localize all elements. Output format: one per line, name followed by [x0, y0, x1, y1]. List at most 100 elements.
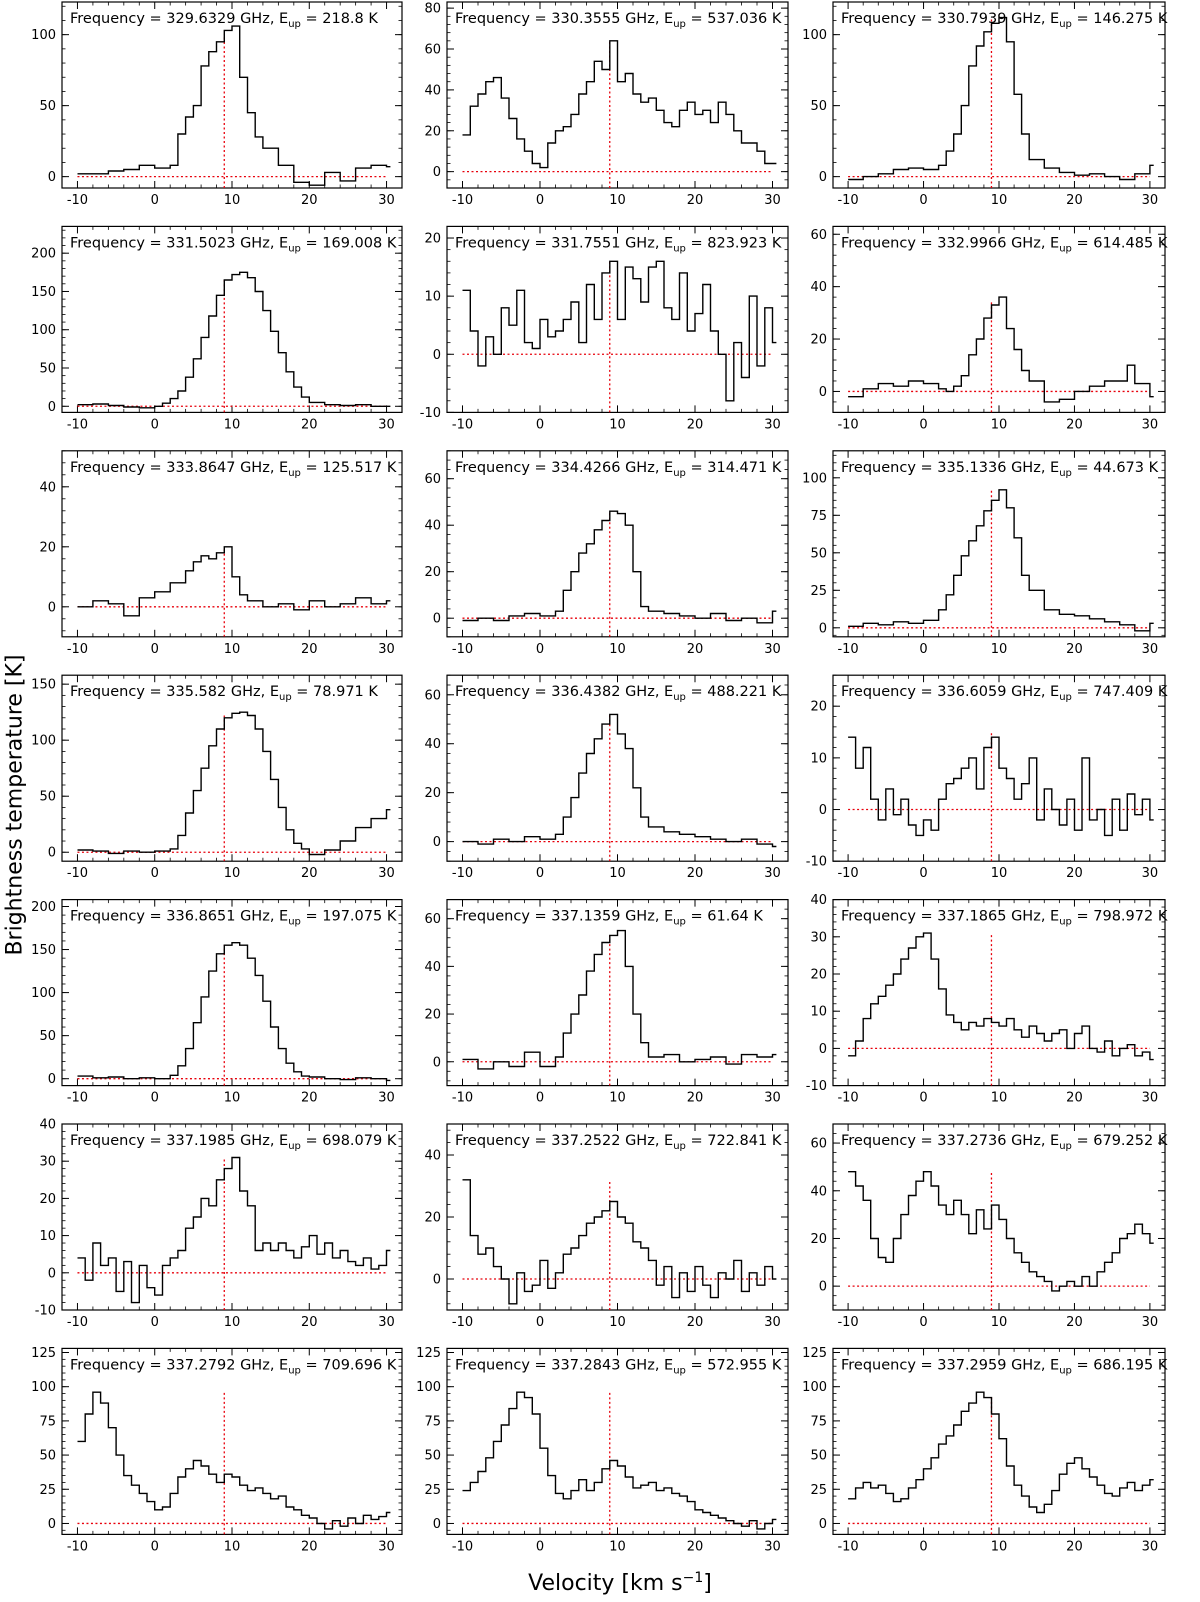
y-tick-label: 100 — [31, 1380, 56, 1395]
panel-title-subscript: up — [1059, 917, 1072, 928]
panel-title-energy: = 218.8 K — [301, 11, 378, 27]
panel-title-frequency: Frequency = 337.2959 GHz, E — [841, 1357, 1059, 1373]
y-tick-label: 75 — [39, 1414, 56, 1429]
panel-title-frequency: Frequency = 330.3555 GHz, E — [455, 11, 673, 27]
panel-title-energy: = 488.221 K — [686, 684, 782, 700]
x-tick-label: 20 — [301, 642, 318, 657]
x-tick-label: -10 — [67, 193, 88, 208]
y-tick-label: 100 — [802, 471, 827, 486]
spectrum-line — [848, 736, 1154, 837]
panel-title-frequency: Frequency = 337.1359 GHz, E — [455, 909, 673, 925]
x-tick-label: -10 — [837, 866, 858, 881]
x-tick-label: -10 — [67, 1315, 88, 1330]
panel-title-frequency: Frequency = 337.2736 GHz, E — [841, 1133, 1059, 1149]
panel-title-frequency: Frequency = 337.2522 GHz, E — [455, 1133, 673, 1149]
y-tick-label: 50 — [810, 99, 827, 114]
y-tick-label: 80 — [424, 2, 441, 17]
y-tick-label: 50 — [39, 790, 56, 805]
y-tick-label: 125 — [416, 1346, 441, 1361]
y-tick-label: 100 — [31, 323, 56, 338]
y-tick-label: 0 — [819, 621, 827, 636]
y-tick-label: 125 — [31, 1346, 56, 1361]
panel-title: Frequency = 329.6329 GHz, Eup = 218.8 K — [70, 11, 378, 30]
y-axis-label-container: Brightness temperature [K] — [2, 0, 28, 1598]
panel-title-energy: = 823.923 K — [686, 235, 782, 251]
y-tick-label: 20 — [424, 124, 441, 139]
panel-title-frequency: Frequency = 337.2843 GHz, E — [455, 1357, 673, 1373]
panel-title-subscript: up — [1059, 468, 1072, 479]
y-tick-label: 0 — [433, 612, 441, 627]
x-tick-label: -10 — [837, 1091, 858, 1106]
y-tick-label: 10 — [810, 1005, 827, 1020]
x-tick-label: 10 — [991, 193, 1008, 208]
panel-title-frequency: Frequency = 337.1985 GHz, E — [70, 1133, 288, 1149]
x-tick-label: 0 — [536, 866, 544, 881]
y-tick-label: 60 — [424, 688, 441, 703]
y-tick-label: 75 — [810, 1414, 827, 1429]
y-tick-label: 60 — [424, 912, 441, 927]
panel-title-subscript: up — [288, 243, 301, 254]
y-tick-label: 0 — [433, 165, 441, 180]
panel-title-energy: = 698.079 K — [301, 1133, 397, 1149]
y-tick-label: 0 — [819, 1280, 827, 1295]
x-tick-label: 10 — [991, 866, 1008, 881]
spectrum-line — [462, 713, 777, 848]
x-tick-label: 30 — [378, 642, 395, 657]
x-tick-label: 30 — [378, 193, 395, 208]
panel-title: Frequency = 331.7551 GHz, Eup = 823.923 … — [455, 235, 782, 254]
panel-frame — [61, 898, 403, 1087]
y-tick-label: 20 — [424, 565, 441, 580]
spectrum-line — [77, 711, 391, 856]
y-tick-label: 200 — [31, 247, 56, 262]
y-tick-label: 25 — [810, 584, 827, 599]
panel-title-energy: = 709.696 K — [301, 1357, 397, 1373]
panel-title-energy: = 614.485 K — [1072, 235, 1168, 251]
panel-title-subscript: up — [673, 692, 686, 703]
y-tick-label: 50 — [39, 1029, 56, 1044]
panel-frame — [832, 450, 1166, 638]
x-tick-label: 10 — [609, 1539, 626, 1554]
y-tick-label: 20 — [424, 232, 441, 247]
panel-title: Frequency = 337.2843 GHz, Eup = 572.955 … — [455, 1357, 782, 1376]
panel-title-frequency: Frequency = 333.8647 GHz, E — [70, 460, 288, 476]
panel-title: Frequency = 337.2736 GHz, Eup = 679.252 … — [841, 1133, 1168, 1152]
panel-title-energy: = 78.971 K — [292, 684, 379, 700]
spectrum-line — [77, 942, 391, 1082]
x-tick-label: 30 — [764, 417, 781, 432]
y-tick-label: 150 — [31, 285, 56, 300]
x-tick-label: 0 — [151, 417, 159, 432]
x-tick-label: 0 — [919, 866, 927, 881]
spectrum-panel: -10 0 10 20 30 0 25 50 75 100 125 Frequency = 337.2… — [802, 1346, 1168, 1554]
y-tick-label: 60 — [810, 1137, 827, 1152]
x-tick-label: 30 — [1142, 193, 1159, 208]
y-tick-label: 10 — [424, 290, 441, 305]
x-tick-label: 10 — [224, 1091, 241, 1106]
spectrum-line — [848, 1391, 1154, 1514]
panel-title-energy: = 679.252 K — [1072, 1133, 1168, 1149]
spectrum-panel: -10 0 10 20 30 0 20 40 60 80 Frequency = 330.3555 … — [424, 1, 789, 208]
panel-title-frequency: Frequency = 336.4382 GHz, E — [455, 684, 673, 700]
x-tick-label: 20 — [687, 193, 704, 208]
panel-title: Frequency = 337.1865 GHz, Eup = 798.972 … — [841, 909, 1168, 928]
x-tick-label: 0 — [151, 1539, 159, 1554]
x-tick-label: -10 — [67, 642, 88, 657]
x-tick-label: 20 — [301, 1091, 318, 1106]
x-axis-label-end: ] — [703, 1571, 712, 1597]
panel-title-frequency: Frequency = 337.1865 GHz, E — [841, 909, 1059, 925]
panel-title-subscript: up — [673, 19, 686, 30]
spectrum-line — [848, 296, 1154, 403]
y-tick-label: 0 — [433, 348, 441, 363]
panel-title: Frequency = 337.2959 GHz, Eup = 686.195 … — [841, 1357, 1168, 1376]
y-tick-label: 125 — [802, 1346, 827, 1361]
panel-frame — [61, 225, 403, 413]
y-tick-label: 20 — [810, 1232, 827, 1247]
spectrum-panel: -10 0 10 20 30 0 20 40 Frequency = 333.8647 GHz,… — [39, 450, 403, 657]
x-tick-label: 30 — [764, 1315, 781, 1330]
x-tick-label: -10 — [452, 417, 473, 432]
x-tick-label: 0 — [919, 193, 927, 208]
y-tick-label: 0 — [48, 1072, 56, 1087]
spectrum-panel: -10 0 10 20 30 -10 0 10 20 30 40 Frequency = 337.19… — [35, 1118, 403, 1330]
panel-title-subscript: up — [1059, 243, 1072, 254]
panel-frame — [446, 898, 789, 1087]
x-tick-label: 0 — [919, 1539, 927, 1554]
